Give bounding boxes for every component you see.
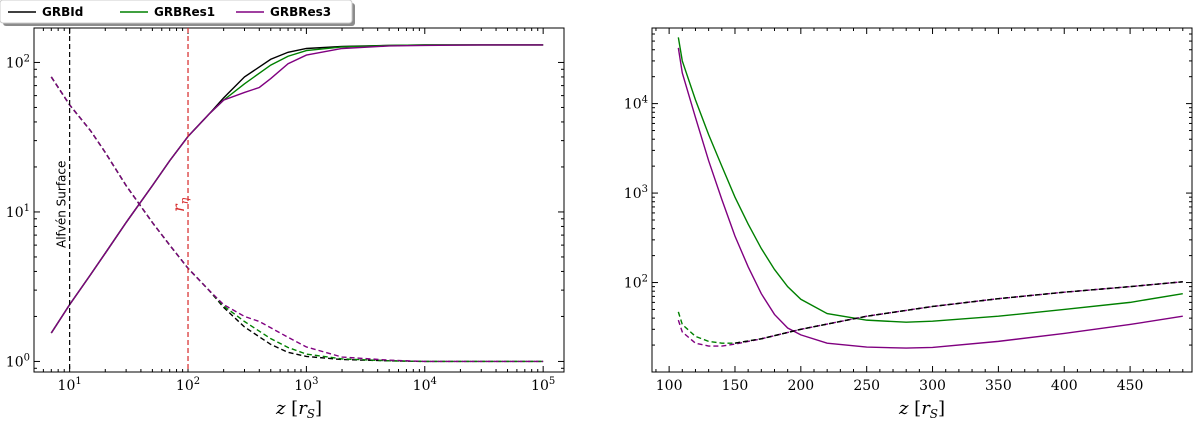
right-series-grbres3-solid [677,47,1183,349]
right-x-tick-label: 300 [919,378,946,394]
right-x-tick-label: 100 [656,378,683,394]
right-x-axis-label: z [rS] [898,398,945,421]
right-x-tick-label: 350 [985,378,1012,394]
left-x-tick-label: 104 [413,376,437,394]
right-x-tick-label: 200 [787,378,814,394]
legend-label-grbres1: GRBRes1 [154,5,215,19]
left-series-grbres1-solid [50,44,544,334]
right-series-grbres3-dashed [677,281,1183,347]
right-x-tick-label: 250 [853,378,880,394]
left-y-tick-label: 101 [6,203,30,221]
legend-label-grbres3: GRBRes3 [270,5,331,19]
left-series-grbres1-dashed [50,76,544,363]
left-series-grbid-dashed [50,76,544,363]
right-series-grbres1-dashed [677,281,1183,344]
legend-box [0,0,353,24]
right-y-tick-label: 102 [624,274,648,292]
right-panel: 100 150 200 250 300 350 400 450 102 103 104 z [rS] [624,27,1193,421]
left-y-tick-label: 102 [6,53,30,71]
left-series-grbres3-solid [50,44,544,334]
right-x-tick-label: 150 [722,378,749,394]
right-x-tick-label: 450 [1117,378,1144,394]
alfven-surface-label: Alfvén Surface [55,161,69,248]
left-series-grbid-solid [50,44,544,334]
right-x-tick-label: 400 [1051,378,1078,394]
left-y-tick-label: 100 [6,352,30,370]
right-y-tick-label: 104 [624,95,648,113]
right-series-grbid-dashed [734,281,1183,344]
legend-label-grbid: GRBId [42,5,83,19]
left-x-axis-label: z [rS] [275,398,322,421]
left-series-grbres3-dashed [50,76,544,363]
left-x-tick-label: 105 [531,376,555,394]
right-y-tick-label: 103 [624,184,648,202]
right-series-grbres1-solid [677,37,1183,323]
left-x-tick-label: 103 [294,376,318,394]
r-eta-label: rη [169,197,191,212]
right-plot-frame [651,27,1193,373]
legend: GRBId GRBRes1 GRBRes3 [0,0,355,26]
left-x-tick-label: 102 [176,376,200,394]
left-x-tick-label: 101 [58,376,82,394]
left-plot-frame [33,27,565,373]
